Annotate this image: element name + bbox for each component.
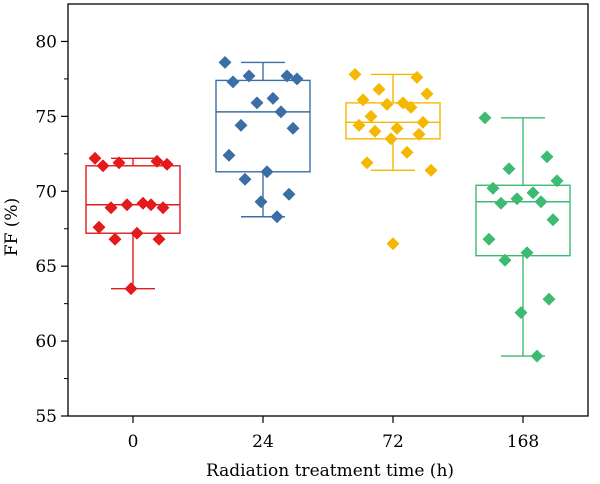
data-point	[410, 70, 424, 84]
data-point	[260, 165, 274, 179]
data-point	[352, 118, 366, 132]
data-point	[380, 97, 394, 111]
data-point	[226, 75, 240, 89]
data-point	[486, 181, 500, 195]
box-group-168	[475, 111, 571, 363]
y-tick-label: 70	[35, 182, 57, 202]
data-point	[368, 124, 382, 138]
data-point	[510, 192, 524, 206]
data-point	[108, 232, 122, 246]
data-point	[424, 163, 438, 177]
data-point	[96, 159, 110, 173]
data-point	[546, 213, 560, 227]
data-point	[520, 246, 534, 260]
data-point	[290, 72, 304, 86]
data-point	[482, 232, 496, 246]
data-point	[404, 100, 418, 114]
y-tick-label: 65	[35, 257, 57, 277]
data-point	[400, 145, 414, 159]
y-tick-label: 75	[35, 107, 57, 127]
data-point	[112, 156, 126, 170]
x-axis: 0 24 72 168	[128, 416, 539, 452]
y-tick-label: 55	[35, 407, 57, 427]
x-tick-label: 24	[252, 432, 274, 452]
data-point	[144, 198, 158, 212]
data-point	[286, 121, 300, 135]
data-point	[234, 118, 248, 132]
data-point	[274, 105, 288, 119]
data-point	[92, 220, 106, 234]
y-axis-title: FF (%)	[2, 198, 22, 256]
data-point	[390, 121, 404, 135]
plot-border	[67, 3, 589, 417]
box-group-24	[215, 55, 311, 224]
data-point	[254, 195, 268, 209]
data-point	[386, 237, 400, 251]
data-point	[364, 109, 378, 123]
data-point	[88, 151, 102, 165]
y-tick-label: 60	[35, 332, 57, 352]
data-point	[494, 196, 508, 210]
data-point	[150, 154, 164, 168]
data-point	[104, 201, 118, 215]
data-point	[280, 69, 294, 83]
x-axis-title: Radiation treatment time (h)	[206, 461, 454, 481]
data-point	[420, 87, 434, 101]
data-point	[542, 292, 556, 306]
data-point	[412, 127, 426, 141]
data-point	[360, 156, 374, 170]
data-point	[372, 82, 386, 96]
data-point	[250, 96, 264, 110]
data-point	[498, 253, 512, 267]
data-point	[384, 132, 398, 146]
data-point	[534, 195, 548, 209]
x-tick-label: 72	[382, 432, 404, 452]
data-point	[540, 150, 554, 164]
box-group-72	[345, 67, 441, 251]
x-tick-label: 0	[128, 432, 139, 452]
box	[475, 184, 571, 257]
data-point	[238, 172, 252, 186]
data-point	[124, 282, 138, 296]
data-point	[222, 148, 236, 162]
data-point	[156, 201, 170, 215]
data-point	[530, 349, 544, 363]
y-axis: 55 60 65 70 75 80	[35, 32, 68, 427]
data-point	[130, 226, 144, 240]
data-point	[120, 198, 134, 212]
plot-frame	[67, 3, 589, 417]
data-point	[416, 115, 430, 129]
data-point	[218, 55, 232, 69]
series-layer	[85, 55, 571, 363]
y-tick-label: 80	[35, 32, 57, 52]
data-point	[270, 210, 284, 224]
data-point	[514, 306, 528, 320]
data-point	[550, 174, 564, 188]
data-point	[266, 91, 280, 105]
x-tick-label: 168	[507, 432, 539, 452]
data-point	[396, 96, 410, 110]
data-point	[152, 232, 166, 246]
data-point	[242, 69, 256, 83]
data-point	[356, 93, 370, 107]
data-point	[160, 157, 174, 171]
data-point	[348, 67, 362, 81]
data-point	[282, 187, 296, 201]
box-group-0	[85, 151, 181, 296]
data-point	[526, 186, 540, 200]
data-point	[478, 111, 492, 125]
data-point	[502, 162, 516, 176]
